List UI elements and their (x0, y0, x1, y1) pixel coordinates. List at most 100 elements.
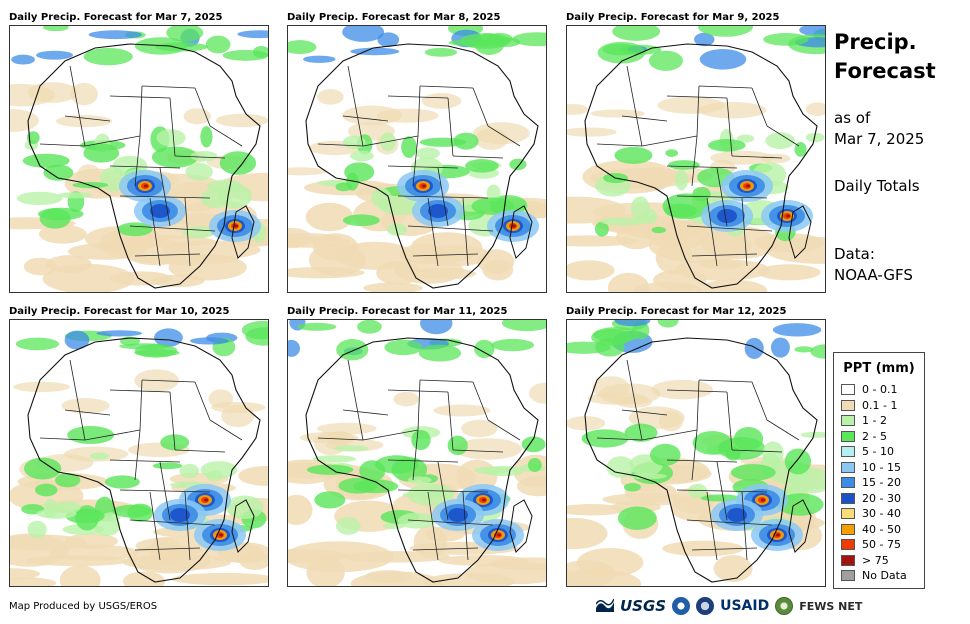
rain-cell (415, 147, 441, 160)
legend-swatch (841, 415, 855, 427)
rain-cell (423, 573, 515, 586)
rain-cell (338, 477, 378, 494)
rain-cell (342, 214, 380, 227)
rain-cell (402, 491, 447, 499)
country-border (462, 491, 469, 561)
rain-cell (335, 517, 361, 535)
rain-cell (11, 54, 35, 65)
data-source: NOAA-GFS (834, 266, 913, 284)
rain-cell (474, 128, 509, 150)
rain-cell (306, 556, 345, 586)
legend-swatch (841, 399, 855, 411)
rain-cell (624, 423, 658, 442)
country-border (447, 391, 454, 451)
rain-cell (772, 323, 822, 337)
country-border (129, 519, 216, 526)
noaa-icon (672, 597, 691, 615)
rain-cell (134, 349, 180, 357)
rain-cell (401, 136, 417, 158)
logo-strip: USGS USAID FEWS NET (595, 597, 862, 615)
rain-cell (170, 508, 190, 522)
credit-text: Map Produced by USGS/EROS (9, 601, 158, 612)
rain-cell (411, 429, 431, 451)
madagascar-outline (231, 205, 255, 259)
rain-cell (185, 162, 213, 181)
rain-cell (288, 40, 317, 55)
precip-map (287, 25, 547, 293)
rain-cell (104, 475, 140, 489)
rain-cell (288, 227, 313, 249)
country-border (698, 85, 753, 89)
rain-cell (303, 55, 336, 63)
country-border (751, 87, 768, 127)
country-border (716, 167, 728, 227)
country-border (691, 135, 698, 187)
map-canvas (288, 320, 546, 586)
rain-cell (204, 498, 208, 502)
rain-cell (799, 26, 825, 37)
legend-label: 30 - 40 (862, 507, 901, 521)
legend-swatch (841, 539, 855, 551)
rain-cell (529, 382, 546, 404)
rain-cell (623, 482, 641, 492)
rain-cell (83, 143, 120, 163)
country-border (39, 437, 86, 441)
rain-cell (765, 132, 795, 150)
country-border (129, 225, 216, 232)
legend-swatch (841, 461, 855, 473)
rain-cell (600, 217, 648, 226)
rain-cell (122, 571, 166, 586)
map-canvas (10, 26, 268, 292)
rain-cell (207, 179, 243, 193)
country-border (412, 135, 419, 187)
rain-cell (83, 48, 133, 66)
panel-title: Daily Precip. Forecast for Mar 8, 2025 (287, 12, 501, 23)
panel-title: Daily Precip. Forecast for Mar 10, 2025 (9, 306, 230, 317)
side-title-line1: Precip. (834, 30, 917, 54)
precip-map (9, 25, 269, 293)
legend-label: 50 - 75 (862, 538, 901, 552)
rain-cell (633, 282, 702, 292)
rain-cell (383, 522, 405, 530)
rain-cell (454, 438, 522, 460)
usaid-logo: USAID (720, 598, 770, 614)
legend-title: PPT (mm) (843, 361, 915, 376)
country-border (317, 437, 364, 441)
rain-cell (27, 520, 47, 538)
rain-cell (646, 220, 709, 250)
rain-cell (160, 434, 190, 451)
country-border (387, 165, 459, 169)
country-border (427, 491, 439, 561)
country-border (64, 409, 111, 416)
country-border (417, 85, 421, 137)
legend-item: 1 - 2 (834, 413, 924, 429)
continent-outline (27, 337, 261, 583)
madagascar-outline (788, 205, 812, 259)
legend-label: 15 - 20 (862, 476, 901, 490)
rain-cell (35, 483, 58, 497)
legend-swatch (841, 570, 855, 582)
country-border (174, 155, 226, 159)
rain-cell (89, 452, 109, 460)
rain-cell (219, 151, 257, 175)
map-canvas (288, 26, 546, 292)
country-border (69, 65, 86, 147)
country-border (452, 449, 504, 453)
rain-cell (288, 494, 313, 525)
rain-cell (183, 108, 211, 125)
country-border (149, 491, 161, 561)
legend-label: > 75 (862, 553, 889, 567)
legend-swatch (841, 508, 855, 520)
legend-item: 0 - 0.1 (834, 382, 924, 398)
rain-cell (651, 226, 667, 234)
rain-cell (151, 146, 199, 168)
rain-cell (692, 186, 711, 202)
rain-cell (594, 221, 609, 237)
rain-cell (567, 103, 588, 115)
rain-cell (342, 105, 403, 126)
panel-title: Daily Precip. Forecast for Mar 9, 2025 (566, 12, 780, 23)
rain-cell (616, 224, 657, 250)
country-border (696, 85, 700, 137)
rain-cell (150, 204, 170, 218)
rain-cell (786, 214, 790, 218)
